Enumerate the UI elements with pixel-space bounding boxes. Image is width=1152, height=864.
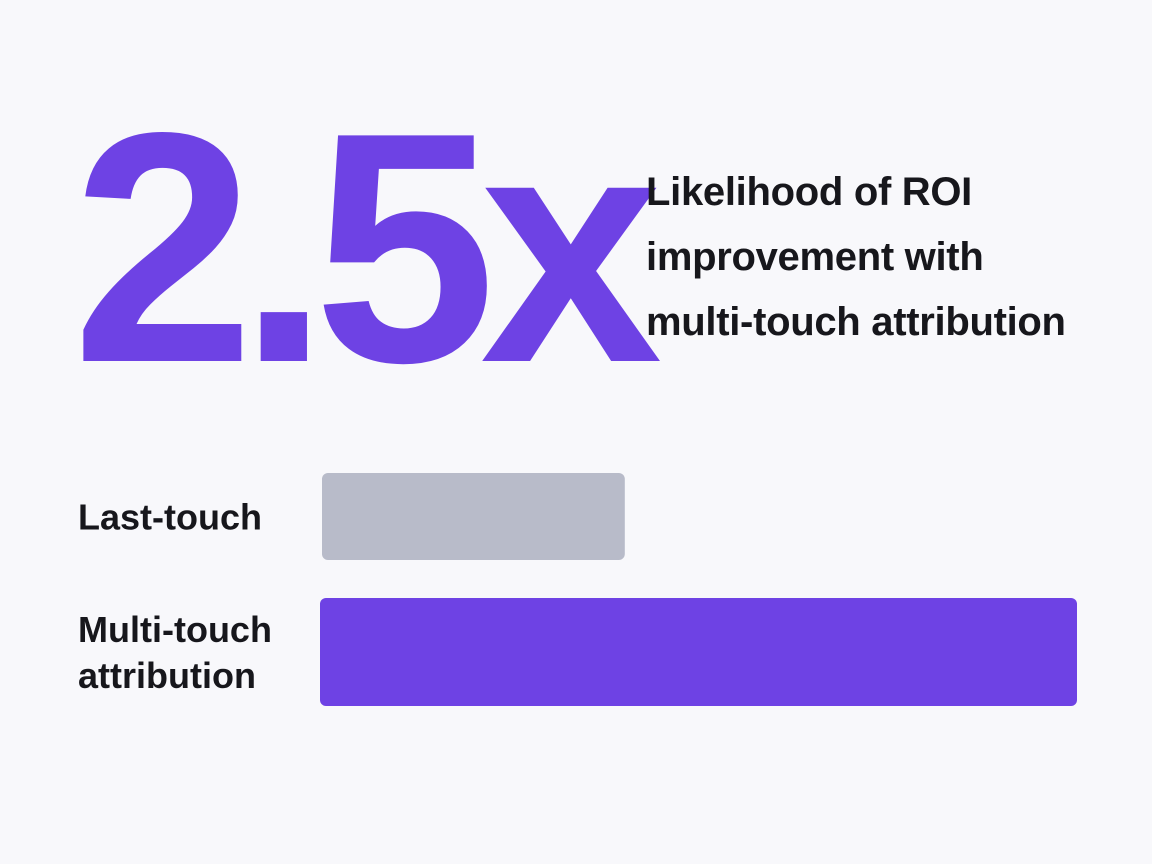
caption-line: improvement with [646,235,984,279]
headline-stat: 2.5x [72,64,662,431]
caption-line: multi-touch attribution [646,300,1066,344]
bar-multi-touch-attribution [320,598,1077,706]
bar-label: Multi-touch attribution [78,609,272,696]
bar-label: Last-touch [78,497,262,538]
headline-caption: Likelihood of ROI improvement with multi… [646,160,1126,355]
bar-label-line: Last-touch [78,497,262,538]
caption-line: Likelihood of ROI [646,170,972,214]
bar-label-line: Multi-touch [78,609,272,650]
bar-last-touch [322,473,625,560]
bar-label-line: attribution [78,655,256,696]
